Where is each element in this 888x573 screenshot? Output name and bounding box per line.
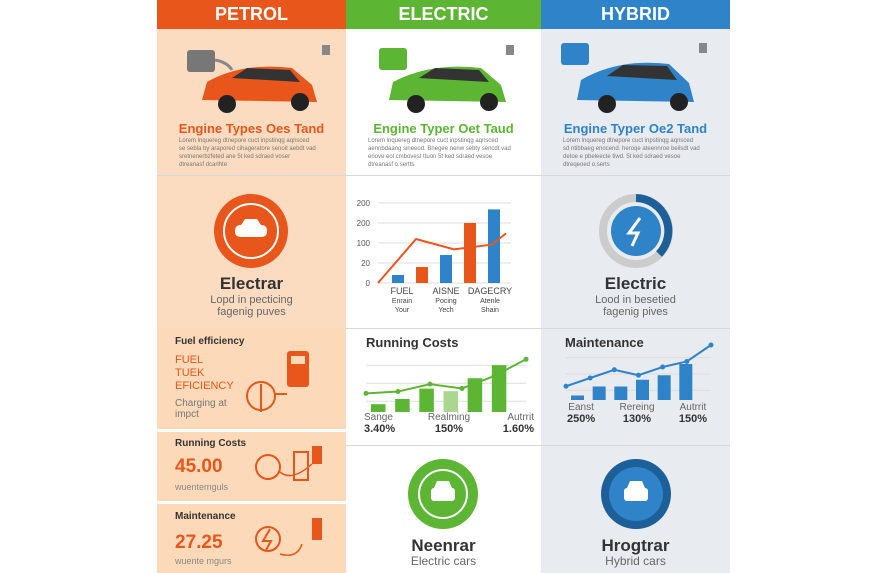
data-point [395, 389, 401, 395]
bar [614, 386, 628, 400]
bar [392, 275, 404, 283]
hybrid-column: HYBRID Engine Typer Oe2 Tand Lorem lnque… [541, 0, 730, 573]
bar [371, 404, 386, 412]
fuel-pump-gauge-icon [246, 351, 309, 412]
bar [467, 378, 483, 412]
hybrid-lightning-badge-icon [599, 194, 673, 268]
y-tick-label: 0 [366, 279, 371, 288]
x-group-label: Shain [481, 307, 499, 314]
x-group-label: FUEL [390, 286, 413, 296]
y-tick-label: 200 [357, 219, 371, 228]
electric-badge-sub: Electric cars [410, 554, 477, 568]
data-point [363, 390, 369, 396]
maintenance-stats: Eanst 250% Rereing 130% Autrrit 150% [567, 402, 707, 425]
petrol-badge-title: Electrar [219, 274, 284, 293]
petrol-car-badge-icon [214, 194, 288, 268]
electric-badge-title: Neenrar [411, 536, 476, 555]
bar [440, 255, 452, 283]
data-point [660, 364, 666, 370]
data-point [684, 359, 690, 364]
lightning-gauge-icon [255, 518, 322, 556]
bar [419, 388, 434, 412]
bar [464, 223, 476, 283]
hybrid-header: HYBRID [541, 0, 730, 29]
data-point [636, 372, 641, 378]
bar [592, 386, 606, 400]
hybrid-description: Lorem lnquereg dtnepore cuct inpstinqg a… [563, 138, 700, 168]
gauge-battery-icon [255, 446, 322, 481]
fuel-efficiency-box: Fuel efficiency FUEL TUEK EFICIENCY Chargi… [157, 328, 346, 432]
trend-line [365, 358, 527, 395]
bar [491, 365, 507, 412]
electric-column: ELECTRIC Engine Typer Oet Taud Lorem lnq… [346, 0, 541, 573]
y-tick-label: 100 [357, 239, 371, 248]
x-group-label: Atenle [480, 298, 500, 305]
bar [443, 391, 458, 412]
x-group-label: Your [395, 307, 410, 314]
maintenance-box: Maintenance 27.25 wuente mgurs [157, 504, 346, 573]
running-costs-box: Running Costs 45.00 wuentemguls [157, 432, 346, 504]
y-tick-label: 20 [361, 259, 370, 268]
bar [571, 395, 584, 400]
hybrid-engine-title: Engine Typer Oe2 Tand [563, 121, 708, 136]
hybrid-car-badge-icon [601, 459, 671, 529]
electric-description: Lorem lnquereg dtnepore cuct inpstinqg a… [368, 138, 511, 168]
petrol-description: Lorem lnquereg dtnepore cuct inpstinqg a… [179, 138, 316, 168]
x-group-label: Pocing [435, 298, 457, 305]
bar [636, 379, 649, 400]
bar [416, 267, 428, 283]
comparison-chart: 200200100200FUELEnrainYourAISNEPocingYec… [357, 199, 513, 314]
petrol-header: PETROL [157, 0, 346, 29]
data-point [587, 375, 593, 381]
data-point [491, 373, 497, 379]
running-costs-stats: Sange 3.40% Realming 150% Autrrit 1.60% [364, 412, 534, 435]
x-group-label: Enrain [392, 298, 412, 305]
petrol-engine-title: Engine Types Oes Tand [178, 121, 325, 136]
maintenance-title: Maintenance [565, 335, 644, 350]
y-tick-label: 200 [357, 199, 371, 208]
running-costs-title: Running Costs [366, 335, 459, 350]
hybrid-badge-sub: Hybrid cars [605, 554, 666, 568]
x-group-label: Yech [438, 307, 453, 314]
petrol-column: PETROL Engine Types Oes Tand Lorem lnque… [157, 0, 346, 573]
electric-car-badge-icon [408, 459, 478, 529]
electric-engine-title: Engine Typer Oet Taud [373, 121, 514, 136]
data-point [563, 383, 569, 389]
x-group-label: AISNE [432, 286, 459, 296]
trend-line [377, 232, 507, 284]
data-point [708, 342, 714, 348]
maintenance-chart [563, 342, 714, 400]
bar [395, 399, 410, 412]
bar [488, 209, 500, 283]
data-point [427, 381, 433, 387]
bar [657, 375, 671, 400]
hybrid-badge-title: Electric [604, 274, 667, 293]
petrol-car-illustration [187, 45, 330, 113]
data-point [523, 356, 529, 362]
hybrid-badge-title-bottom: Hrogtrar [601, 536, 670, 555]
running-costs-chart [363, 356, 529, 412]
hybrid-car-illustration [561, 43, 707, 113]
electric-car-illustration [379, 45, 514, 113]
data-point [611, 367, 617, 373]
data-point [459, 385, 465, 391]
electric-header: ELECTRIC [346, 0, 541, 29]
x-group-label: DAGECRY [468, 286, 512, 296]
bar [679, 364, 693, 400]
